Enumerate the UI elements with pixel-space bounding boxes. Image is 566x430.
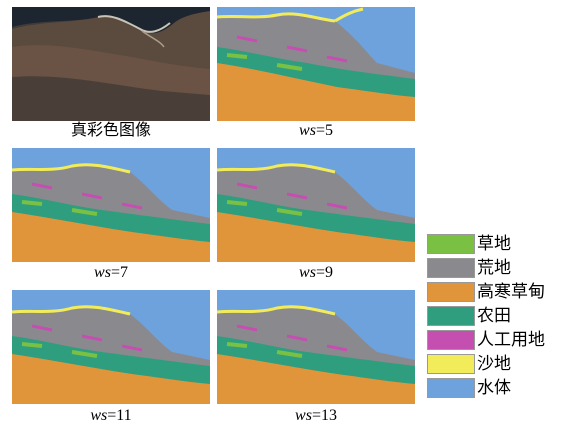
legend-swatch (427, 234, 475, 254)
legend-swatch (427, 306, 475, 326)
legend-swatch (427, 378, 475, 398)
class-map-ws9 (217, 148, 415, 262)
class-map-ws13 (217, 290, 415, 404)
legend-label: 水体 (477, 378, 511, 397)
caption-ws13: ws=13 (295, 407, 337, 424)
caption-true-color: 真彩色图像 (70, 122, 151, 139)
classification-ws9 (217, 148, 415, 262)
classification-ws13 (217, 290, 415, 404)
legend-label: 人工用地 (477, 330, 545, 349)
legend-label: 草地 (477, 234, 511, 253)
legend-label: 农田 (477, 306, 511, 325)
classification-ws5 (217, 7, 415, 121)
classification-ws7 (12, 148, 210, 262)
classification-ws11 (12, 290, 210, 404)
caption-ws11: ws=11 (90, 407, 132, 424)
caption-ws5: ws=5 (299, 122, 333, 139)
legend-label: 荒地 (477, 258, 511, 277)
class-map-ws7 (12, 148, 210, 262)
class-map-ws5 (217, 7, 415, 121)
true-color-map (12, 7, 210, 121)
legend-swatch (427, 258, 475, 278)
legend-swatch (427, 354, 475, 374)
legend-label: 沙地 (477, 354, 511, 373)
true-color-image (12, 7, 210, 121)
class-map-ws11 (12, 290, 210, 404)
legend-label: 高寒草甸 (477, 282, 545, 301)
legend-swatch (427, 282, 475, 302)
caption-ws7: ws=7 (94, 264, 128, 281)
caption-ws9: ws=9 (299, 264, 333, 281)
legend-swatch (427, 330, 475, 350)
